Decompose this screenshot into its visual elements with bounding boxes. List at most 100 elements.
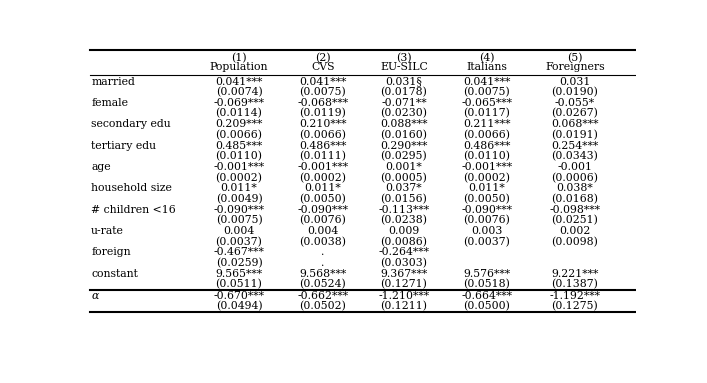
Text: age: age — [91, 162, 111, 172]
Text: (1): (1) — [231, 53, 247, 64]
Text: -0.055*: -0.055* — [555, 98, 595, 108]
Text: 0.068***: 0.068*** — [551, 119, 599, 129]
Text: (0.0190): (0.0190) — [551, 87, 598, 97]
Text: (0.0160): (0.0160) — [380, 130, 428, 140]
Text: (0.1275): (0.1275) — [551, 301, 598, 312]
Text: (0.0343): (0.0343) — [551, 151, 598, 162]
Text: 9.221***: 9.221*** — [551, 269, 599, 279]
Text: (0.0119): (0.0119) — [300, 108, 346, 119]
Text: (0.0117): (0.0117) — [463, 108, 510, 119]
Text: -0.670***: -0.670*** — [214, 291, 264, 301]
Text: -0.098***: -0.098*** — [549, 205, 600, 214]
Text: 0.001*: 0.001* — [385, 162, 422, 172]
Text: (0.0076): (0.0076) — [463, 215, 510, 226]
Text: Foreigners: Foreigners — [545, 62, 604, 72]
Text: -0.090***: -0.090*** — [461, 205, 512, 214]
Text: CVS: CVS — [311, 62, 334, 72]
Text: (0.0511): (0.0511) — [216, 279, 262, 290]
Text: (0.1271): (0.1271) — [380, 279, 428, 290]
Text: .: . — [321, 258, 325, 268]
Text: 0.290***: 0.290*** — [380, 141, 428, 151]
Text: (0.0502): (0.0502) — [300, 301, 346, 312]
Text: 0.004: 0.004 — [223, 226, 255, 236]
Text: -1.192***: -1.192*** — [549, 291, 600, 301]
Text: -0.113***: -0.113*** — [378, 205, 430, 214]
Text: # children <16: # children <16 — [91, 205, 176, 214]
Text: (0.0086): (0.0086) — [380, 237, 428, 247]
Text: (0.0002): (0.0002) — [463, 172, 510, 183]
Text: household size: household size — [91, 183, 172, 193]
Text: 9.568***: 9.568*** — [299, 269, 346, 279]
Text: (2): (2) — [315, 53, 331, 64]
Text: -0.069***: -0.069*** — [214, 98, 264, 108]
Text: (0.1211): (0.1211) — [380, 301, 428, 312]
Text: -0.068***: -0.068*** — [298, 98, 349, 108]
Text: 0.486***: 0.486*** — [463, 141, 510, 151]
Text: (0.0111): (0.0111) — [299, 151, 346, 162]
Text: (0.0259): (0.0259) — [216, 258, 262, 268]
Text: (0.0267): (0.0267) — [551, 108, 598, 119]
Text: (0.0038): (0.0038) — [299, 237, 346, 247]
Text: (0.0230): (0.0230) — [380, 108, 428, 119]
Text: (0.0050): (0.0050) — [300, 194, 346, 204]
Text: married: married — [91, 77, 135, 87]
Text: (0.0168): (0.0168) — [551, 194, 598, 204]
Text: 0.486***: 0.486*** — [299, 141, 346, 151]
Text: (0.0002): (0.0002) — [216, 172, 262, 183]
Text: (0.0191): (0.0191) — [551, 130, 598, 140]
Text: -0.001***: -0.001*** — [214, 162, 264, 172]
Text: (0.0251): (0.0251) — [551, 215, 598, 226]
Text: (0.0074): (0.0074) — [216, 87, 262, 97]
Text: (0.0098): (0.0098) — [551, 237, 598, 247]
Text: (0.0295): (0.0295) — [380, 151, 427, 162]
Text: 0.254***: 0.254*** — [551, 141, 599, 151]
Text: secondary edu: secondary edu — [91, 119, 171, 129]
Text: Population: Population — [210, 62, 268, 72]
Text: .: . — [321, 247, 325, 257]
Text: (0.0002): (0.0002) — [299, 172, 346, 183]
Text: -0.264***: -0.264*** — [378, 247, 429, 257]
Text: (0.0524): (0.0524) — [300, 279, 346, 290]
Text: 0.004: 0.004 — [308, 226, 339, 236]
Text: 0.485***: 0.485*** — [216, 141, 263, 151]
Text: 0.031§: 0.031§ — [385, 77, 422, 87]
Text: 9.367***: 9.367*** — [380, 269, 428, 279]
Text: (0.0050): (0.0050) — [463, 194, 510, 204]
Text: 0.211***: 0.211*** — [463, 119, 510, 129]
Text: 0.210***: 0.210*** — [299, 119, 346, 129]
Text: -0.071**: -0.071** — [381, 98, 427, 108]
Text: (0.0066): (0.0066) — [299, 130, 346, 140]
Text: (0.0049): (0.0049) — [216, 194, 262, 204]
Text: 0.009: 0.009 — [388, 226, 420, 236]
Text: (5): (5) — [567, 53, 583, 64]
Text: (0.0066): (0.0066) — [463, 130, 510, 140]
Text: constant: constant — [91, 269, 138, 279]
Text: 0.038*: 0.038* — [556, 183, 593, 193]
Text: -0.090***: -0.090*** — [214, 205, 264, 214]
Text: -0.662***: -0.662*** — [298, 291, 349, 301]
Text: -0.664***: -0.664*** — [461, 291, 512, 301]
Text: 0.041***: 0.041*** — [299, 77, 346, 87]
Text: -0.001***: -0.001*** — [298, 162, 349, 172]
Text: (0.0076): (0.0076) — [300, 215, 346, 226]
Text: 0.002: 0.002 — [559, 226, 590, 236]
Text: (0.1387): (0.1387) — [551, 279, 598, 290]
Text: EU-SILC: EU-SILC — [380, 62, 428, 72]
Text: female: female — [91, 98, 128, 108]
Text: (0.0005): (0.0005) — [380, 172, 428, 183]
Text: α: α — [91, 291, 98, 301]
Text: 0.011*: 0.011* — [305, 183, 341, 193]
Text: (0.0037): (0.0037) — [216, 237, 262, 247]
Text: -0.065***: -0.065*** — [461, 98, 512, 108]
Text: (0.0238): (0.0238) — [380, 215, 428, 226]
Text: (0.0075): (0.0075) — [216, 215, 262, 226]
Text: (0.0114): (0.0114) — [216, 108, 262, 119]
Text: 0.041***: 0.041*** — [463, 77, 510, 87]
Text: (4): (4) — [479, 53, 494, 64]
Text: 0.011*: 0.011* — [221, 183, 257, 193]
Text: (0.0075): (0.0075) — [300, 87, 346, 97]
Text: (0.0303): (0.0303) — [380, 258, 428, 268]
Text: (0.0037): (0.0037) — [463, 237, 510, 247]
Text: -0.467***: -0.467*** — [214, 247, 264, 257]
Text: (0.0178): (0.0178) — [380, 87, 428, 97]
